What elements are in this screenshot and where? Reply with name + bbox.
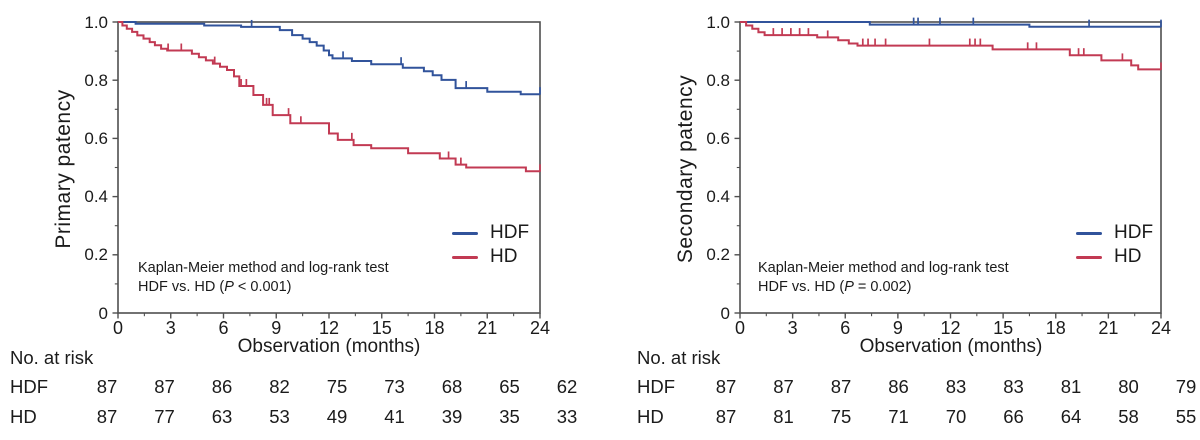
y-tick-label: 0.4: [706, 187, 730, 207]
risk-row-label-hdf: HDF: [10, 376, 49, 397]
legend-hd-label: HD: [490, 246, 518, 267]
legend-hdf-label: HDF: [1114, 222, 1154, 243]
km-curve-hd: [740, 21, 1161, 71]
risk-count-hd: 77: [154, 406, 175, 427]
risk-count-hdf: 87: [773, 376, 794, 397]
annotation-pvalue-line: HDF vs. HD (P < 0.001): [138, 279, 292, 295]
y-tick-label: 0: [720, 303, 730, 323]
risk-count-hd: 49: [326, 406, 348, 427]
risk-row-label-hd: HD: [637, 406, 664, 427]
risk-count-hdf: 75: [326, 376, 348, 397]
annotation-primary: Kaplan-Meier method and log-rank test HD…: [138, 259, 389, 297]
risk-count-hdf: 81: [1060, 376, 1082, 397]
x-tick-label: 24: [1150, 318, 1172, 338]
y-tick-label: 0.4: [84, 187, 108, 207]
y-tick-label: 0.6: [84, 128, 108, 148]
km-curve-hdf: [740, 21, 1161, 28]
annotation-pvalue-line: HDF vs. HD (P = 0.002): [758, 279, 912, 295]
risk-count-hd: 41: [384, 406, 405, 427]
risk-count-hd: 35: [499, 406, 520, 427]
risk-count-hdf: 87: [96, 376, 118, 397]
risk-table-title: No. at risk: [10, 347, 94, 368]
risk-count-hd: 81: [773, 406, 794, 427]
x-axis-title-secondary: Observation (months): [859, 336, 1043, 357]
risk-row-label-hdf: HDF: [637, 376, 676, 397]
x-tick-label: 24: [529, 318, 551, 338]
risk-count-hd: 33: [556, 406, 578, 427]
x-tick-label: 12: [940, 318, 961, 338]
x-tick-label: 15: [993, 318, 1014, 338]
x-tick-label: 9: [892, 318, 903, 338]
y-tick-label: 1.0: [706, 12, 730, 32]
risk-count-hdf: 83: [945, 376, 967, 397]
risk-count-hdf: 80: [1118, 376, 1139, 397]
x-tick-label: 18: [424, 318, 445, 338]
risk-count-hdf: 62: [556, 376, 578, 397]
y-tick-label: 1.0: [84, 12, 108, 32]
y-tick-label: 0.2: [84, 245, 108, 265]
y-tick-label: 0: [98, 303, 108, 323]
x-tick-label: 12: [318, 318, 340, 338]
risk-count-hd: 63: [211, 406, 233, 427]
risk-count-hdf: 86: [211, 376, 233, 397]
legend-hdf-swatch: [452, 232, 478, 236]
risk-row-label-hd: HD: [10, 406, 37, 427]
risk-count-hdf: 87: [154, 376, 175, 397]
y-tick-label: 0.8: [706, 70, 730, 90]
risk-count-hdf: 82: [269, 376, 290, 397]
x-axis-title-primary: Observation (months): [237, 336, 421, 357]
km-curve-hd: [118, 21, 540, 173]
risk-count-hdf: 65: [499, 376, 520, 397]
legend-hdf-label: HDF: [490, 222, 530, 243]
risk-count-hdf: 87: [830, 376, 852, 397]
legend-hdf-swatch: [1076, 232, 1102, 236]
risk-count-hd: 55: [1175, 406, 1197, 427]
x-tick-label: 0: [734, 318, 745, 338]
risk-count-hd: 87: [715, 406, 737, 427]
risk-count-hdf: 79: [1175, 376, 1197, 397]
risk-table-title: No. at risk: [637, 347, 721, 368]
y-axis-title-primary: Primary patency: [52, 89, 75, 249]
annotation-method-line: Kaplan-Meier method and log-rank test: [138, 260, 389, 276]
x-tick-label: 9: [271, 318, 282, 338]
x-tick-label: 15: [371, 318, 392, 338]
legend-hd-label: HD: [1114, 246, 1142, 267]
y-tick-label: 0.2: [706, 245, 730, 265]
x-tick-label: 6: [840, 318, 851, 338]
risk-count-hd: 66: [1003, 406, 1024, 427]
x-tick-label: 21: [1098, 318, 1119, 338]
km-curve-hdf: [118, 21, 540, 96]
risk-count-hdf: 68: [441, 376, 463, 397]
y-axis-title-secondary: Secondary patency: [674, 74, 697, 264]
x-tick-label: 21: [477, 318, 498, 338]
legend-hd-swatch: [1076, 256, 1102, 260]
x-tick-label: 0: [112, 318, 123, 338]
y-tick-label: 0.8: [84, 70, 108, 90]
risk-count-hdf: 83: [1003, 376, 1024, 397]
x-tick-label: 18: [1045, 318, 1066, 338]
risk-count-hd: 87: [96, 406, 118, 427]
risk-count-hd: 75: [830, 406, 852, 427]
x-tick-label: 3: [165, 318, 176, 338]
risk-count-hd: 71: [888, 406, 909, 427]
risk-count-hd: 64: [1060, 406, 1082, 427]
risk-count-hd: 53: [269, 406, 290, 427]
risk-count-hd: 39: [441, 406, 463, 427]
y-tick-label: 0.6: [706, 128, 730, 148]
x-tick-label: 3: [787, 318, 798, 338]
annotation-secondary: Kaplan-Meier method and log-rank test HD…: [758, 259, 1009, 297]
annotation-method-line: Kaplan-Meier method and log-rank test: [758, 260, 1009, 276]
legend-hd-swatch: [452, 256, 478, 260]
x-tick-label: 6: [218, 318, 229, 338]
risk-count-hd: 58: [1118, 406, 1139, 427]
risk-count-hdf: 86: [888, 376, 909, 397]
risk-count-hdf: 87: [715, 376, 737, 397]
risk-count-hdf: 73: [384, 376, 405, 397]
risk-count-hd: 70: [945, 406, 967, 427]
